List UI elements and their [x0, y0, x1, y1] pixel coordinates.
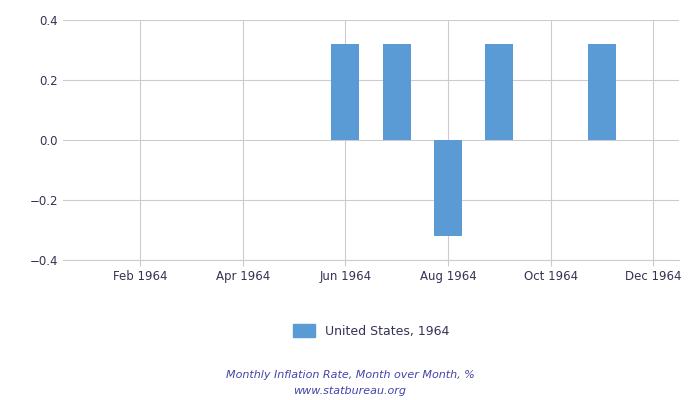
Text: Monthly Inflation Rate, Month over Month, %: Monthly Inflation Rate, Month over Month…: [225, 370, 475, 380]
Bar: [588, 44, 616, 140]
Text: www.statbureau.org: www.statbureau.org: [293, 386, 407, 396]
Legend: United States, 1964: United States, 1964: [288, 319, 454, 343]
Bar: [331, 44, 360, 140]
Bar: [485, 44, 513, 140]
Bar: [434, 140, 462, 236]
Bar: [382, 44, 411, 140]
